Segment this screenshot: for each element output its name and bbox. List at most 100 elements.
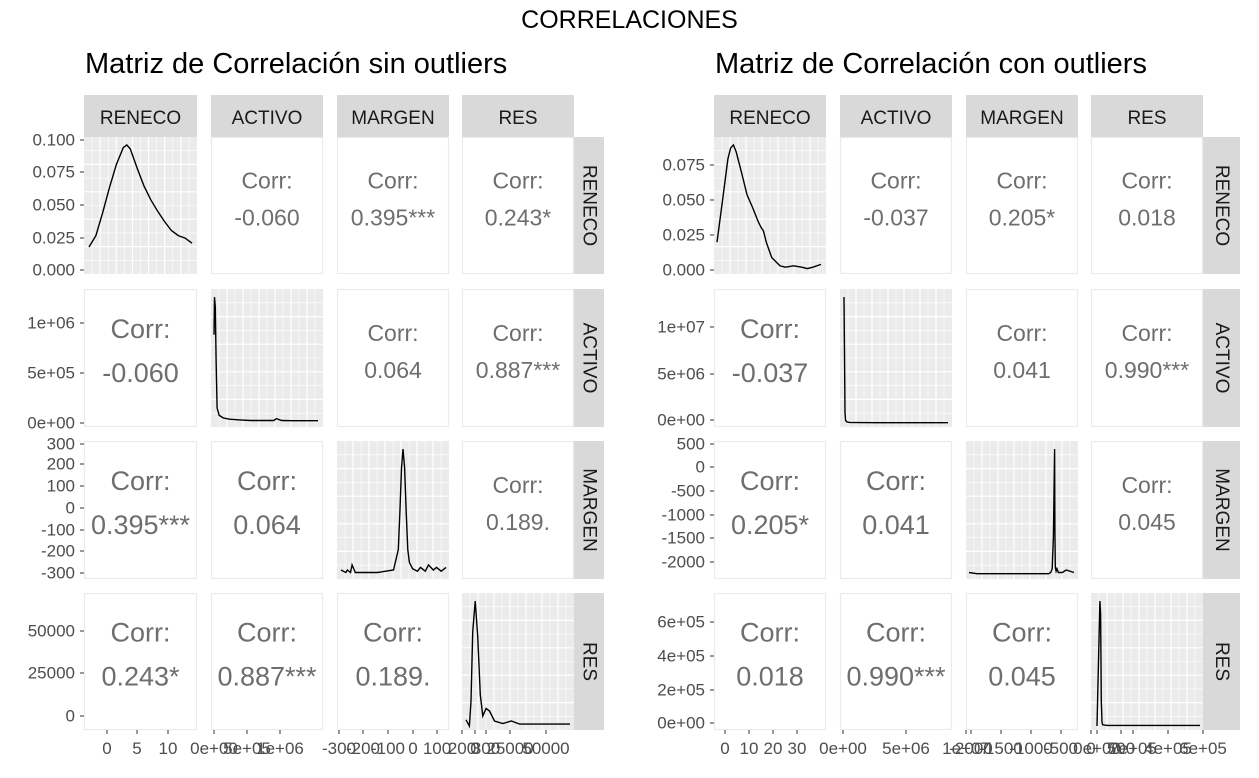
- y-tick-label: 0: [66, 707, 75, 726]
- correlation-panel: [839, 592, 953, 731]
- corr-value-reneco-margen: 0.395***: [91, 510, 191, 540]
- corr-value-activo-res: 0.887***: [476, 357, 560, 383]
- x-tick-label: 300: [472, 739, 500, 758]
- correlation-panel: [210, 440, 324, 580]
- corr-value-activo-res: 0.990***: [1105, 357, 1189, 383]
- corr-value-activo-margen: 0.064: [233, 510, 301, 540]
- corr-value-reneco-activo: -0.037: [732, 358, 809, 388]
- right-strip-res: [574, 593, 604, 730]
- corr-value-reneco-res: 0.243*: [485, 205, 552, 231]
- x-tick-label: 30: [788, 739, 807, 758]
- correlation-panel: [713, 288, 827, 428]
- y-tick-label: 25000: [28, 664, 75, 683]
- y-tick-label: 0.075: [32, 163, 75, 182]
- corr-value-reneco-activo: -0.037: [863, 205, 928, 231]
- corr-value-margen-res: 0.045: [1118, 509, 1176, 535]
- top-strip-label: RES: [1127, 108, 1166, 129]
- density-curve-reneco: [88, 144, 193, 248]
- corr-value-margen-res: 0.189.: [486, 509, 550, 535]
- y-tick-label: -200: [41, 542, 75, 561]
- x-tick-label: 200: [448, 739, 476, 758]
- right-strip-margen: [574, 441, 604, 579]
- x-tick-label: -1000: [1009, 739, 1052, 758]
- x-tick-label: 500: [1107, 739, 1135, 758]
- correlation-panel: [965, 136, 1079, 275]
- right-strip-label: MARGEN: [579, 468, 600, 551]
- y-tick-label: 0.050: [32, 196, 75, 215]
- x-tick-label: 5: [132, 739, 141, 758]
- y-tick-label: 5e+06: [657, 365, 705, 384]
- corr-label: Corr:: [740, 618, 800, 648]
- corr-value-margen-res: 0.045: [988, 662, 1056, 692]
- top-strip-label: MARGEN: [351, 108, 434, 129]
- corr-value-reneco-margen: 0.205*: [989, 205, 1056, 231]
- x-tick-label: 10: [159, 739, 178, 758]
- y-tick-label: 4e+05: [657, 647, 705, 666]
- corr-label: Corr:: [1121, 168, 1172, 194]
- right-strip-label: RENECO: [1211, 165, 1232, 246]
- correlation-panel: [83, 592, 198, 731]
- density-curve-res: [465, 600, 570, 729]
- correlation-panel: [336, 288, 450, 428]
- y-tick-label: 0e+00: [657, 714, 705, 733]
- top-strip-label: RENECO: [100, 108, 181, 129]
- corr-label: Corr:: [492, 320, 543, 346]
- y-tick-label: 6e+05: [657, 613, 705, 632]
- x-tick-label: 0: [408, 739, 417, 758]
- top-strip-margen: [337, 95, 449, 137]
- y-tick-label: 300: [47, 435, 75, 454]
- correlation-panel: [336, 592, 450, 731]
- right-strip-margen: [1203, 441, 1240, 579]
- x-tick-label: 0e+00: [190, 739, 238, 758]
- x-tick-label: -1500: [979, 739, 1022, 758]
- correlation-panel: [713, 440, 827, 580]
- corr-label: Corr:: [492, 168, 543, 194]
- correlation-panel: [83, 288, 198, 428]
- correlation-panel: [336, 136, 450, 275]
- y-tick-label: 0: [696, 458, 705, 477]
- matrix-title-right: Matriz de Correlación con outliers: [715, 48, 1147, 80]
- y-tick-label: 0.000: [32, 261, 75, 280]
- top-strip-activo: [840, 95, 952, 137]
- top-strip-margen: [966, 95, 1078, 137]
- top-strip-label: MARGEN: [980, 108, 1063, 129]
- y-tick-label: 500: [677, 435, 705, 454]
- right-strip-label: RES: [579, 642, 600, 681]
- corr-value-activo-margen: 0.064: [364, 357, 422, 383]
- corr-value-reneco-res: 0.243*: [101, 662, 180, 692]
- panel-grid: [966, 441, 1078, 579]
- right-strip-label: RENECO: [579, 165, 600, 246]
- density-curve-margen: [340, 448, 447, 574]
- corr-label: Corr:: [870, 168, 921, 194]
- x-tick-label: 6e+05: [1179, 739, 1227, 758]
- y-tick-label: 0e+00: [657, 411, 705, 430]
- corr-label: Corr:: [866, 618, 926, 648]
- top-strip-label: RES: [498, 108, 537, 129]
- density-curve-res: [1096, 600, 1200, 727]
- y-tick-label: -100: [41, 521, 75, 540]
- x-tick-label: 1e+07: [942, 739, 990, 758]
- corr-label: Corr:: [111, 466, 171, 496]
- correlation-panel: [1090, 288, 1204, 428]
- correlation-panel: [1090, 440, 1204, 580]
- right-strip-reneco: [1203, 137, 1240, 274]
- y-tick-label: 0.025: [32, 229, 75, 248]
- correlation-panel: [210, 136, 324, 275]
- x-tick-label: 2e+05: [1109, 739, 1157, 758]
- right-strip-label: RES: [1211, 642, 1232, 681]
- corr-label: Corr:: [237, 466, 297, 496]
- correlation-panel: [210, 592, 324, 731]
- corr-value-margen-res: 0.189.: [355, 662, 430, 692]
- y-tick-label: 0.075: [662, 156, 705, 175]
- y-tick-label: 100: [47, 477, 75, 496]
- y-tick-label: -500: [671, 482, 705, 501]
- corr-value-reneco-res: 0.018: [736, 662, 804, 692]
- corr-label: Corr:: [367, 320, 418, 346]
- corr-label: Corr:: [1121, 320, 1172, 346]
- matrix-title-left: Matriz de Correlación sin outliers: [85, 48, 508, 80]
- x-tick-label: 0e+00: [819, 739, 867, 758]
- corr-label: Corr:: [866, 466, 926, 496]
- y-tick-label: 0.025: [662, 226, 705, 245]
- density-curve-activo: [843, 296, 948, 424]
- x-tick-label: 0: [102, 739, 111, 758]
